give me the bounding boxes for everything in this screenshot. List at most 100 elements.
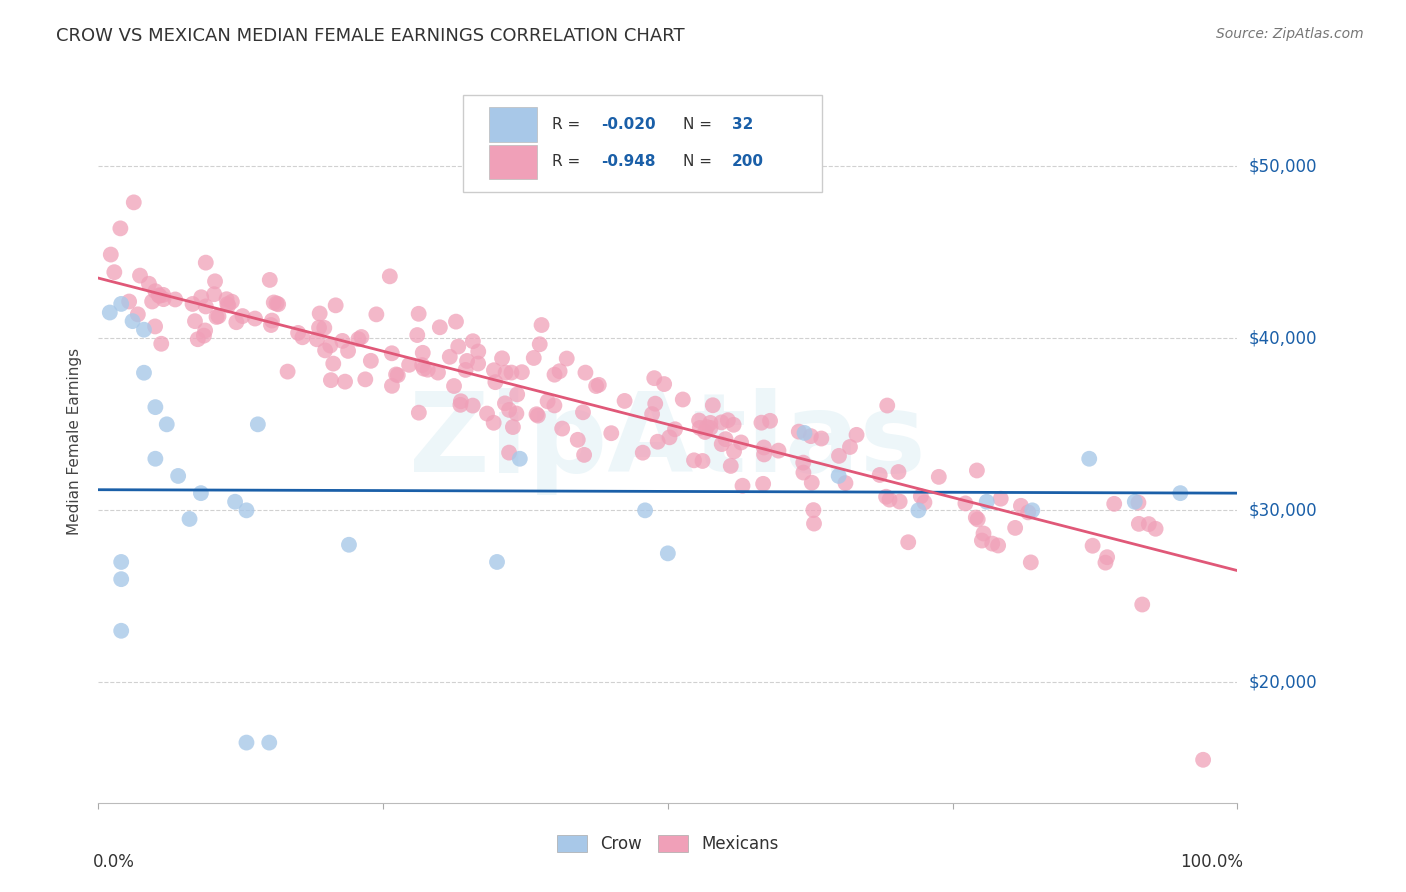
Text: 100.0%: 100.0% [1180, 854, 1243, 871]
Point [148, 288, 170, 302]
Point [347, 332, 370, 346]
Point [523, 351, 546, 365]
Point [876, 399, 898, 413]
Text: CROW VS MEXICAN MEDIAN FEMALE EARNINGS CORRELATION CHART: CROW VS MEXICAN MEDIAN FEMALE EARNINGS C… [56, 27, 685, 45]
Point [955, 496, 977, 510]
Point [723, 444, 745, 458]
Point [672, 392, 695, 407]
Point [127, 307, 149, 321]
Point [792, 456, 814, 470]
Point [543, 398, 565, 412]
Point [406, 328, 429, 343]
Point [699, 421, 721, 435]
Point [150, 336, 173, 351]
Point [973, 526, 995, 541]
Point [132, 366, 155, 380]
Point [224, 494, 246, 508]
Point [232, 309, 254, 323]
Point [429, 320, 451, 334]
Point [839, 440, 862, 454]
Point [152, 292, 174, 306]
Point [683, 453, 706, 467]
Point [443, 379, 465, 393]
Point [693, 425, 716, 439]
Point [664, 422, 686, 436]
Point [828, 469, 851, 483]
Point [1144, 522, 1167, 536]
Point [730, 435, 752, 450]
Point [1021, 503, 1043, 517]
Point [1102, 497, 1125, 511]
Point [167, 469, 190, 483]
Point [966, 463, 988, 477]
Point [981, 536, 1004, 550]
Point [536, 394, 558, 409]
Point [643, 371, 665, 385]
Point [325, 298, 347, 312]
Text: 200: 200 [731, 154, 763, 169]
Point [696, 420, 718, 434]
Legend: Crow, Mexicans: Crow, Mexicans [550, 828, 786, 860]
Point [194, 300, 217, 314]
Point [634, 503, 657, 517]
Point [260, 313, 283, 327]
Point [243, 311, 266, 326]
Point [869, 467, 891, 482]
Point [688, 413, 710, 427]
Point [308, 320, 330, 334]
Point [319, 338, 342, 352]
Point [1081, 539, 1104, 553]
Point [613, 393, 636, 408]
Point [768, 443, 790, 458]
Point [181, 297, 204, 311]
Point [461, 399, 484, 413]
Point [190, 290, 212, 304]
Point [1170, 486, 1192, 500]
Point [156, 417, 179, 432]
Point [291, 330, 314, 344]
Point [699, 416, 721, 430]
Point [710, 415, 733, 429]
Point [110, 555, 132, 569]
Point [631, 445, 654, 459]
Point [1137, 517, 1160, 532]
Point [543, 368, 565, 382]
Point [555, 351, 578, 366]
Point [193, 328, 215, 343]
Point [110, 572, 132, 586]
Point [800, 429, 823, 443]
Point [100, 247, 122, 261]
Point [600, 426, 623, 441]
Text: 32: 32 [731, 117, 754, 132]
Point [235, 503, 257, 517]
Point [194, 323, 217, 337]
Point [277, 365, 299, 379]
Point [658, 430, 681, 444]
Point [484, 375, 506, 389]
Point [360, 354, 382, 368]
Point [204, 274, 226, 288]
Point [498, 445, 520, 459]
Point [717, 413, 740, 427]
Point [910, 489, 932, 503]
Point [702, 398, 724, 412]
Point [692, 454, 714, 468]
Point [501, 366, 523, 380]
Point [1078, 451, 1101, 466]
Point [1128, 496, 1150, 510]
Text: R =: R = [551, 117, 585, 132]
Point [381, 346, 404, 360]
Point [385, 368, 408, 382]
Point [1130, 598, 1153, 612]
Point [810, 432, 832, 446]
Point [875, 490, 897, 504]
Point [408, 406, 430, 420]
Point [122, 195, 145, 210]
Point [121, 314, 143, 328]
Point [510, 365, 533, 379]
Point [498, 403, 520, 417]
Point [354, 372, 377, 386]
Point [217, 298, 239, 312]
Point [491, 351, 513, 366]
Point [720, 458, 742, 473]
